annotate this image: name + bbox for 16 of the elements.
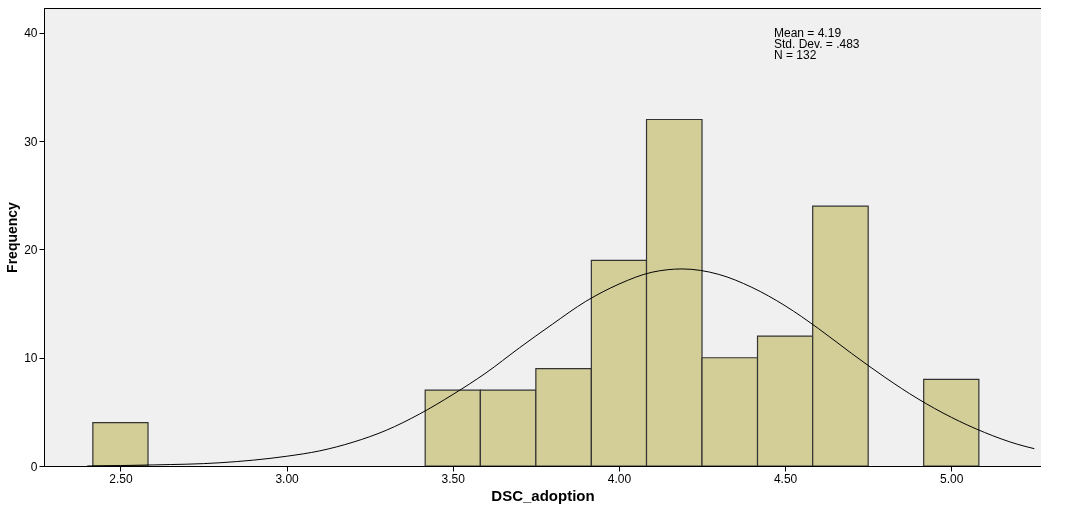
- y-tick-label: 0: [30, 459, 38, 474]
- annotation: N = 132: [774, 48, 817, 62]
- x-tick-label: 2.50: [109, 471, 133, 486]
- x-tick-label: 4.00: [607, 471, 632, 486]
- y-tick-label: 40: [24, 26, 38, 41]
- annotation: Mean = 4.19: [774, 26, 842, 40]
- x-tick-label: 3.00: [275, 471, 300, 486]
- x-tick-label: 4.50: [773, 471, 798, 486]
- y-tick-label: 30: [24, 134, 38, 149]
- x-axis-title: DSC_adoption: [491, 486, 595, 504]
- x-tick-label: 3.50: [441, 471, 466, 486]
- y-tick-label: 20: [24, 242, 38, 257]
- y-axis-title: Frequency: [4, 201, 21, 273]
- x-tick-label: 5.00: [940, 471, 964, 486]
- y-tick-label: 10: [24, 351, 38, 366]
- annotation: Std. Dev. = .483: [774, 37, 860, 51]
